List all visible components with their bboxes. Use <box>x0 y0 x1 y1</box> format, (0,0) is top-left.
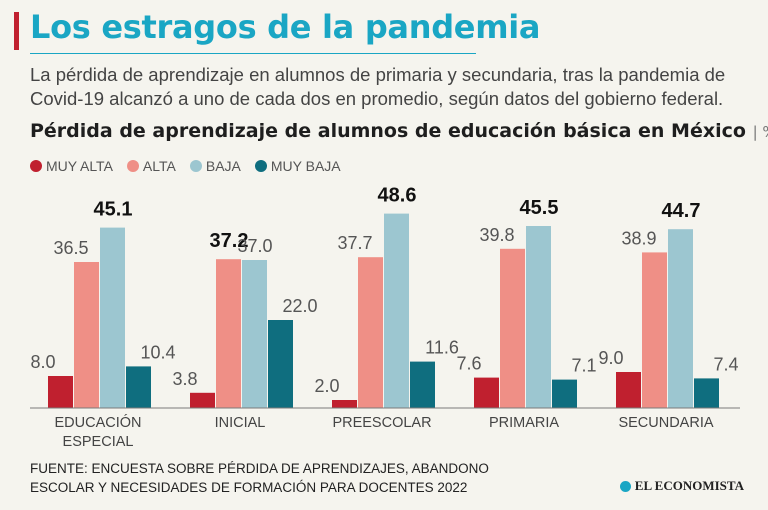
value-label: 8.0 <box>30 352 55 372</box>
bar-muy-alta <box>616 372 641 408</box>
category-label: SECUNDARIA <box>618 415 713 431</box>
logo-mark-icon <box>619 480 631 492</box>
legend-label: ALTA <box>142 158 176 174</box>
chart-title-unit: | % <box>752 123 768 141</box>
value-label: 44.7 <box>662 200 701 222</box>
legend-item-baja: BAJA <box>189 158 241 174</box>
legend-label: BAJA <box>205 158 241 174</box>
bar-alta <box>216 259 241 408</box>
chart-title-text: Pérdida de aprendizaje de alumnos de edu… <box>30 120 746 142</box>
bar-muy-baja <box>268 320 293 408</box>
bar-muy-alta <box>48 376 73 408</box>
value-label: 7.6 <box>456 354 481 374</box>
title-underline <box>30 53 476 54</box>
value-label: 2.0 <box>314 376 339 396</box>
category-label: INICIAL <box>215 415 266 431</box>
value-label: 37.7 <box>337 233 372 253</box>
legend-item-muy-baja: MUY BAJA <box>254 158 341 174</box>
bar-baja <box>100 227 125 408</box>
bar-muy-alta <box>190 392 215 408</box>
value-label: 45.1 <box>94 199 133 221</box>
value-label: 45.5 <box>520 197 559 219</box>
legend-dot-icon <box>126 160 139 172</box>
bar-baja <box>526 226 551 408</box>
value-label: 37.0 <box>237 236 272 256</box>
legend-label: MUY BAJA <box>270 158 341 174</box>
source-note: FUENTE: ENCUESTA SOBRE PÉRDIDA DE APREND… <box>30 459 490 497</box>
chart-title: Pérdida de aprendizaje de alumnos de edu… <box>30 120 768 142</box>
legend-dot-icon <box>189 160 202 172</box>
source-line-2: ESCOLAR Y NECESIDADES DE FORMACIÓN PARA … <box>30 480 468 495</box>
bar-muy-alta <box>474 377 499 408</box>
legend-dot-icon <box>30 160 42 172</box>
category-label: EDUCACIÓN <box>54 414 141 431</box>
value-label: 37.2 <box>210 230 249 252</box>
page-title: Los estragos de la pandemia <box>30 8 541 46</box>
bar-baja <box>668 229 693 408</box>
value-label: 11.6 <box>425 338 459 358</box>
page-subtitle: La pérdida de aprendizaje en alumnos de … <box>30 64 726 109</box>
legend-label: MUY ALTA <box>46 158 113 174</box>
legend-item-muy-alta: MUY ALTA <box>30 158 113 174</box>
legend-item-alta: ALTA <box>126 158 176 174</box>
bar-muy-alta <box>332 400 357 408</box>
bar-alta <box>358 257 383 408</box>
bar-alta <box>74 262 99 408</box>
value-label: 48.6 <box>378 185 417 207</box>
value-label: 3.8 <box>172 369 197 389</box>
value-label: 22.0 <box>282 296 317 316</box>
bar-alta <box>500 248 525 408</box>
title-accent-bar <box>14 12 19 50</box>
bar-alta <box>642 252 667 408</box>
category-label: PRIMARIA <box>489 415 559 431</box>
bar-muy-baja <box>694 378 719 408</box>
bar-muy-baja <box>126 366 151 408</box>
bar-muy-baja <box>552 379 577 408</box>
value-label: 39.8 <box>479 225 514 245</box>
value-label: 7.1 <box>571 356 596 376</box>
value-label: 36.5 <box>53 238 88 258</box>
bar-baja <box>384 213 409 408</box>
value-label: 7.4 <box>713 354 738 374</box>
category-label: ESPECIAL <box>63 434 134 450</box>
value-label: 38.9 <box>621 228 656 248</box>
category-label: PREESCOLAR <box>332 415 431 431</box>
publisher-logo: EL ECONOMISTA <box>619 478 744 494</box>
logo-text: EL ECONOMISTA <box>634 478 744 493</box>
bar-muy-baja <box>410 361 435 408</box>
source-line-1: FUENTE: ENCUESTA SOBRE PÉRDIDA DE APREND… <box>30 461 489 476</box>
value-label: 9.0 <box>598 348 623 368</box>
chart-legend: MUY ALTA ALTA BAJA MUY BAJA <box>30 158 341 174</box>
bar-baja <box>242 260 267 408</box>
legend-dot-icon <box>254 160 267 172</box>
value-label: 10.4 <box>140 342 175 362</box>
